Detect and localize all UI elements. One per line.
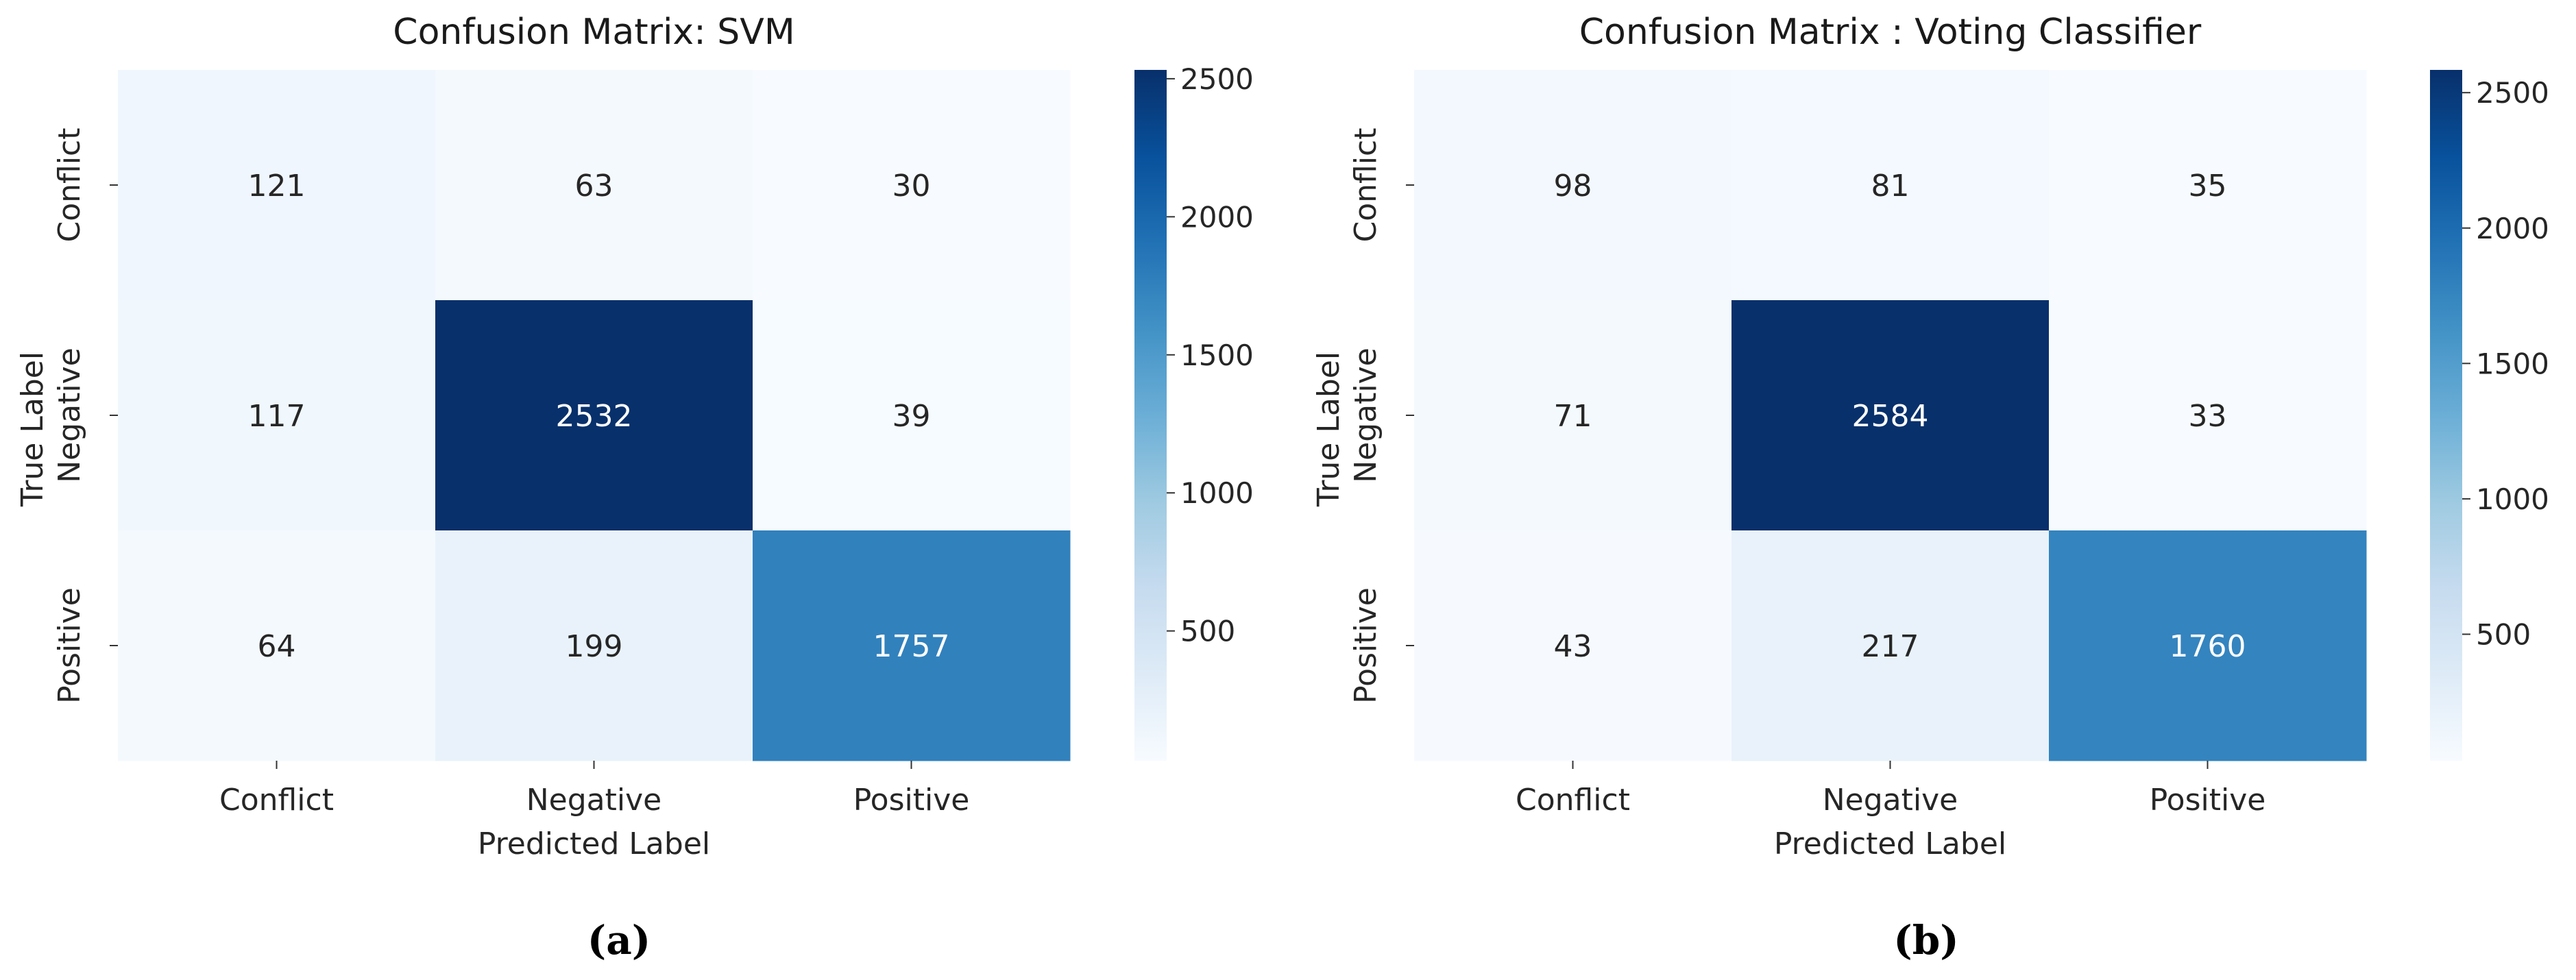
- colorbar-tick-label: 500: [2476, 617, 2531, 651]
- heatmap-cell-r1-c2: [2049, 300, 2367, 531]
- cell-value-r0-c2: 30: [892, 169, 931, 204]
- cell-value-r1-c0: 71: [1554, 399, 1592, 434]
- heatmap-cell-r0-c2: [2049, 70, 2367, 301]
- y-tick-label: Conflict: [1348, 128, 1383, 243]
- colorbar-tick-label: 500: [1180, 615, 1235, 648]
- heatmap-cell-r1-c0: [1414, 300, 1732, 531]
- colorbar-tick-label: 2000: [1180, 200, 1254, 234]
- colorbar-tick-label: 2500: [1180, 62, 1254, 96]
- cell-value-r2-c1: 199: [566, 629, 623, 664]
- panel-label: (a): [587, 917, 651, 964]
- chart-title: Confusion Matrix : Voting Classifier: [1579, 12, 2202, 53]
- heatmap-cell-r1-c1: [435, 300, 753, 531]
- x-tick-label: Conflict: [219, 783, 334, 818]
- cell-value-r1-c2: 33: [2189, 399, 2227, 434]
- heatmap-cell-r2-c0: [118, 530, 436, 761]
- y-axis-label: True Label: [15, 352, 50, 507]
- panel-b: Confusion Matrix : Voting Classifier 98 81…: [1311, 12, 2549, 964]
- cell-value-r1-c1: 2584: [1852, 399, 1929, 434]
- x-tick-label: Positive: [853, 783, 970, 818]
- heatmap-cell-r0-c2: [753, 70, 1071, 301]
- heatmap-cell-r0-c0: [118, 70, 436, 301]
- y-tick-label: Positive: [1348, 587, 1383, 704]
- cell-value-r0-c1: 81: [1871, 169, 1910, 204]
- x-tick-label: Negative: [526, 783, 661, 818]
- colorbar-tick-label: 1500: [1180, 339, 1254, 372]
- heatmap-cell-r0-c0: [1414, 70, 1732, 301]
- colorbar-tick-label: 2000: [2476, 212, 2549, 245]
- cell-value-r0-c1: 63: [575, 169, 613, 204]
- y-tick-label: Negative: [1348, 347, 1383, 482]
- heatmap-cell-r0-c1: [435, 70, 753, 301]
- y-tick-label: Negative: [52, 347, 87, 482]
- heatmap-cell-r2-c0: [1414, 530, 1732, 761]
- heatmap-cell-r1-c0: [118, 300, 436, 531]
- heatmap-cell-r2-c1: [435, 530, 753, 761]
- heatmap-cell-r0-c1: [1731, 70, 2050, 301]
- cell-value-r1-c0: 117: [248, 399, 306, 434]
- heatmap-cell-r1-c2: [753, 300, 1071, 531]
- x-axis-label: Predicted Label: [1774, 826, 2006, 861]
- colorbar: [2430, 70, 2462, 761]
- cell-value-r0-c0: 98: [1554, 169, 1592, 204]
- colorbar-tick-label: 1500: [2476, 347, 2549, 380]
- cell-value-r2-c1: 217: [1862, 629, 1919, 664]
- colorbar-tick-label: 2500: [2476, 76, 2549, 110]
- panel-label: (b): [1893, 917, 1958, 964]
- cell-value-r2-c2: 1757: [873, 629, 950, 664]
- panel-a: Confusion Matrix: SVM 121 63 30 117 2532 39 64 1…: [15, 12, 1254, 964]
- cell-value-r0-c2: 35: [2189, 169, 2227, 204]
- y-tick-label: Positive: [52, 587, 87, 704]
- colorbar-tick-label: 1000: [1180, 476, 1254, 510]
- x-tick-label: Conflict: [1516, 783, 1630, 818]
- cell-value-r2-c0: 64: [258, 629, 296, 664]
- heatmap-cell-r2-c2: [2049, 530, 2367, 761]
- cell-value-r1-c1: 2532: [556, 399, 633, 434]
- x-tick-label: Positive: [2150, 783, 2266, 818]
- colorbar: [1134, 70, 1167, 761]
- y-tick-label: Conflict: [52, 128, 87, 243]
- chart-title: Confusion Matrix: SVM: [393, 12, 794, 53]
- cell-value-r0-c0: 121: [248, 169, 306, 204]
- cell-value-r2-c2: 1760: [2170, 629, 2246, 664]
- heatmap-cell-r2-c1: [1731, 530, 2050, 761]
- x-axis-label: Predicted Label: [478, 826, 710, 861]
- y-axis-label: True Label: [1311, 352, 1346, 507]
- heatmap-cell-r2-c2: [753, 530, 1071, 761]
- cell-value-r2-c0: 43: [1554, 629, 1592, 664]
- heatmap-cell-r1-c1: [1731, 300, 2050, 531]
- cell-value-r1-c2: 39: [892, 399, 931, 434]
- x-tick-label: Negative: [1823, 783, 1958, 818]
- colorbar-tick-label: 1000: [2476, 482, 2549, 516]
